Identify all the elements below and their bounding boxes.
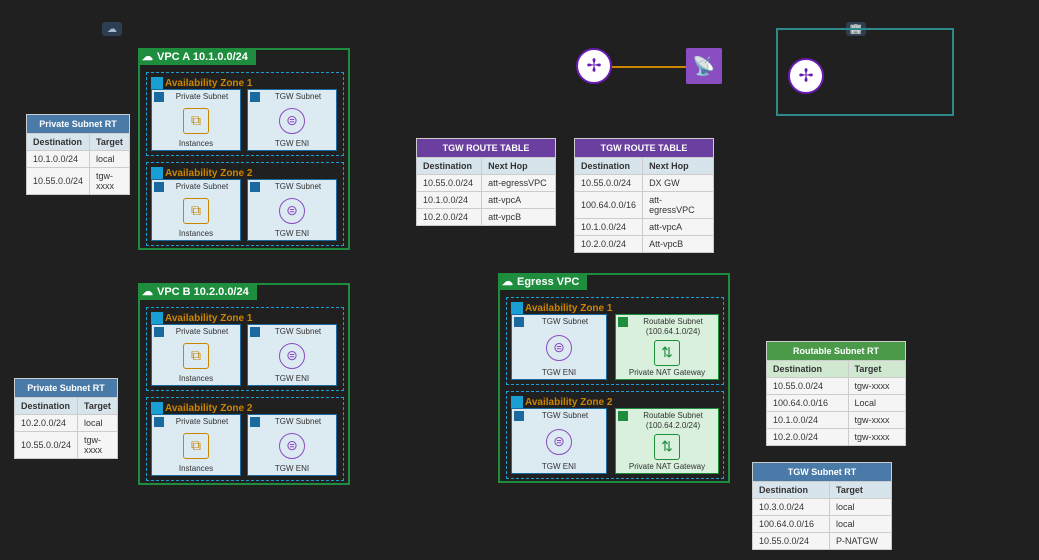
table-title: TGW ROUTE TABLE [417, 139, 556, 158]
tgw-subnet: TGW Subnet ⊜ TGW ENI [247, 179, 337, 241]
table-title: TGW ROUTE TABLE [575, 139, 714, 158]
vpc-b-header: ☁ VPC B 10.2.0.0/24 [138, 283, 257, 300]
subnet-bottom: Instances [179, 139, 213, 148]
tgw-subnet: TGW Subnet ⊜ TGW ENI [247, 414, 337, 476]
egress-vpc: ☁ Egress VPC Availability Zone 1 TGW Sub… [498, 273, 730, 483]
subnet-bottom: TGW ENI [542, 368, 576, 377]
instances-icon: ⧉ [183, 198, 209, 224]
nat-icon: ⇅ [654, 434, 680, 460]
eni-icon: ⊜ [279, 198, 305, 224]
table-title: TGW Subnet RT [753, 463, 892, 482]
vpc-a: ☁ VPC A 10.1.0.0/24 Availability Zone 1 … [138, 48, 350, 250]
subnet-bottom: Private NAT Gateway [629, 462, 705, 471]
routable-subnet: Routable Subnet (100.64.2.0/24) ⇅ Privat… [615, 408, 719, 474]
eni-icon: ⊜ [279, 108, 305, 134]
subnet-bottom: Instances [179, 374, 213, 383]
private-subnet-rt-a: Private Subnet RT DestinationTarget 10.1… [26, 114, 130, 195]
vpc-a-az2: Availability Zone 2 Private Subnet ⧉ Ins… [146, 162, 344, 246]
nat-icon: ⇅ [654, 340, 680, 366]
subnet-label: Private Subnet [154, 327, 238, 337]
cloud-icon: ☁ [142, 285, 153, 298]
subnet-label: Private Subnet [154, 417, 238, 427]
eni-icon: ⊜ [546, 335, 572, 361]
subnet-label: Private Subnet [154, 182, 238, 192]
subnet-bottom: TGW ENI [542, 462, 576, 471]
subnet-label: Private Subnet [154, 92, 238, 102]
table-title: Private Subnet RT [27, 115, 130, 134]
subnet-bottom: TGW ENI [275, 139, 309, 148]
egress-az1: Availability Zone 1 TGW Subnet ⊜ TGW ENI… [506, 297, 724, 385]
subnet-label: Routable Subnet (100.64.1.0/24) [618, 317, 716, 337]
egress-vpc-title: Egress VPC [517, 276, 579, 288]
tgw-subnet: TGW Subnet ⊜ TGW ENI [247, 89, 337, 151]
tgw-subnet: TGW Subnet ⊜ TGW ENI [247, 324, 337, 386]
instances-icon: ⧉ [183, 343, 209, 369]
subnet-bottom: TGW ENI [275, 464, 309, 473]
instances-icon: ⧉ [183, 433, 209, 459]
aws-cloud-icon [102, 22, 122, 36]
eni-icon: ⊜ [279, 343, 305, 369]
subnet-label: TGW Subnet [250, 182, 334, 192]
private-subnet: Private Subnet ⧉ Instances [151, 179, 241, 241]
vpc-b-az1: Availability Zone 1 Private Subnet ⧉ Ins… [146, 307, 344, 391]
subnet-label: TGW Subnet [250, 327, 334, 337]
subnet-bottom: Private NAT Gateway [629, 368, 705, 377]
egress-az2: Availability Zone 2 TGW Subnet ⊜ TGW ENI… [506, 391, 724, 479]
subnet-bottom: TGW ENI [275, 229, 309, 238]
tgw-subnet: TGW Subnet ⊜ TGW ENI [511, 408, 607, 474]
eni-icon: ⊜ [546, 429, 572, 455]
private-subnet: Private Subnet ⧉ Instances [151, 89, 241, 151]
vpc-a-title: VPC A 10.1.0.0/24 [157, 51, 248, 63]
vpc-a-az1: Availability Zone 1 Private Subnet ⧉ Ins… [146, 72, 344, 156]
transit-gateway-icon [576, 48, 612, 84]
tgw-subnet: TGW Subnet ⊜ TGW ENI [511, 314, 607, 380]
connector-line [612, 66, 686, 68]
private-subnet: Private Subnet ⧉ Instances [151, 414, 241, 476]
subnet-label: TGW Subnet [514, 411, 604, 421]
cloud-icon: ☁ [502, 275, 513, 288]
routable-subnet-rt: Routable Subnet RT DestinationTarget 10.… [766, 341, 906, 446]
instances-icon: ⧉ [183, 108, 209, 134]
direct-connect-icon: 📡 [686, 48, 722, 84]
subnet-label: Routable Subnet (100.64.2.0/24) [618, 411, 716, 431]
private-subnet-rt-b: Private Subnet RT DestinationTarget 10.2… [14, 378, 118, 459]
subnet-label: TGW Subnet [250, 92, 334, 102]
tgw-route-table-1: TGW ROUTE TABLE DestinationNext Hop 10.5… [416, 138, 556, 226]
vpc-a-header: ☁ VPC A 10.1.0.0/24 [138, 48, 256, 65]
eni-icon: ⊜ [279, 433, 305, 459]
table-title: Private Subnet RT [15, 379, 118, 398]
cloud-icon: ☁ [142, 50, 153, 63]
subnet-bottom: Instances [179, 464, 213, 473]
vpc-b-az2: Availability Zone 2 Private Subnet ⧉ Ins… [146, 397, 344, 481]
tgw-route-table-2: TGW ROUTE TABLE DestinationNext Hop 10.5… [574, 138, 714, 253]
vpc-b: ☁ VPC B 10.2.0.0/24 Availability Zone 1 … [138, 283, 350, 485]
tgw-subnet-rt: TGW Subnet RT DestinationTarget 10.3.0.0… [752, 462, 892, 550]
subnet-bottom: Instances [179, 229, 213, 238]
table-title: Routable Subnet RT [767, 342, 906, 361]
private-subnet: Private Subnet ⧉ Instances [151, 324, 241, 386]
subnet-bottom: TGW ENI [275, 374, 309, 383]
routable-subnet: Routable Subnet (100.64.1.0/24) ⇅ Privat… [615, 314, 719, 380]
egress-vpc-header: ☁ Egress VPC [498, 273, 587, 290]
corporate-datacenter [776, 28, 954, 116]
customer-gateway-icon [788, 58, 824, 94]
subnet-label: TGW Subnet [514, 317, 604, 327]
subnet-label: TGW Subnet [250, 417, 334, 427]
vpc-b-title: VPC B 10.2.0.0/24 [157, 286, 249, 298]
